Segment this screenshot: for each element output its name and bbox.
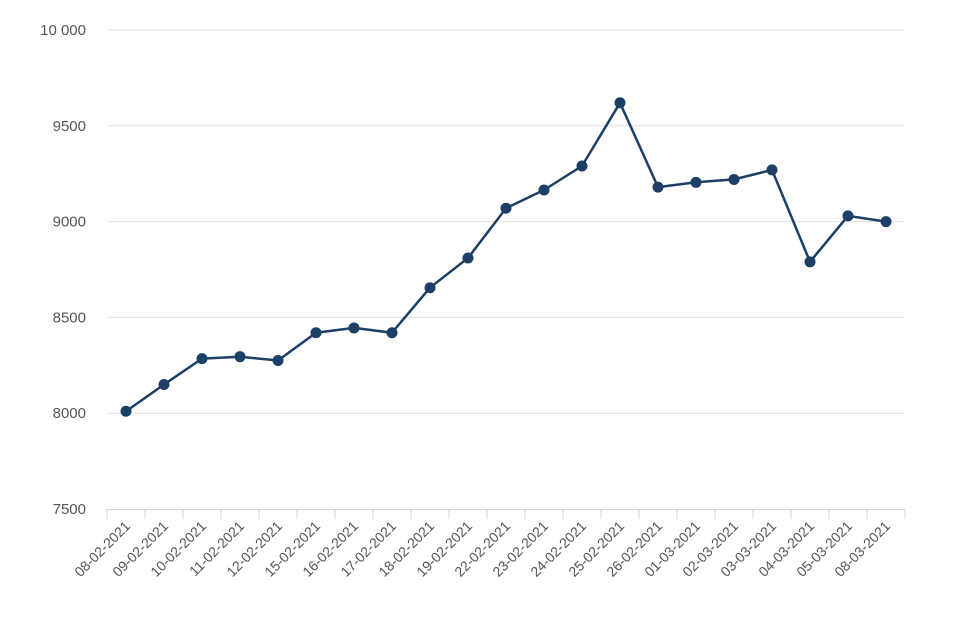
- data-point[interactable]: [538, 184, 550, 196]
- data-point[interactable]: [690, 176, 702, 188]
- x-axis: 08-02-202109-02-202110-02-202111-02-2021…: [71, 509, 906, 580]
- y-axis: 7500 8000 8500 9000 9500 10 000: [40, 22, 86, 518]
- data-point[interactable]: [120, 405, 132, 417]
- data-point[interactable]: [462, 252, 474, 264]
- series-group: [120, 97, 892, 417]
- data-point[interactable]: [424, 282, 436, 294]
- data-point[interactable]: [234, 351, 246, 363]
- data-point[interactable]: [880, 216, 892, 228]
- data-point[interactable]: [348, 322, 360, 334]
- data-point[interactable]: [804, 256, 816, 268]
- y-tick-label: 8500: [53, 309, 86, 326]
- y-tick-label: 9500: [53, 118, 86, 135]
- y-tick-label: 10 000: [40, 22, 86, 39]
- data-point[interactable]: [576, 160, 588, 172]
- gridlines: [107, 29, 905, 414]
- data-point[interactable]: [310, 327, 322, 339]
- data-point[interactable]: [196, 353, 208, 365]
- data-point[interactable]: [158, 378, 170, 390]
- data-point[interactable]: [842, 210, 854, 222]
- data-point[interactable]: [766, 164, 778, 176]
- y-tick-label: 9000: [53, 214, 86, 231]
- series-line: [125, 101, 887, 413]
- y-tick-label: 7500: [53, 501, 86, 518]
- data-point[interactable]: [272, 355, 284, 367]
- y-tick-label: 8000: [53, 405, 86, 422]
- data-point[interactable]: [614, 97, 626, 109]
- data-point[interactable]: [652, 181, 664, 193]
- data-point[interactable]: [728, 173, 740, 185]
- data-point[interactable]: [386, 327, 398, 339]
- data-point[interactable]: [500, 202, 512, 214]
